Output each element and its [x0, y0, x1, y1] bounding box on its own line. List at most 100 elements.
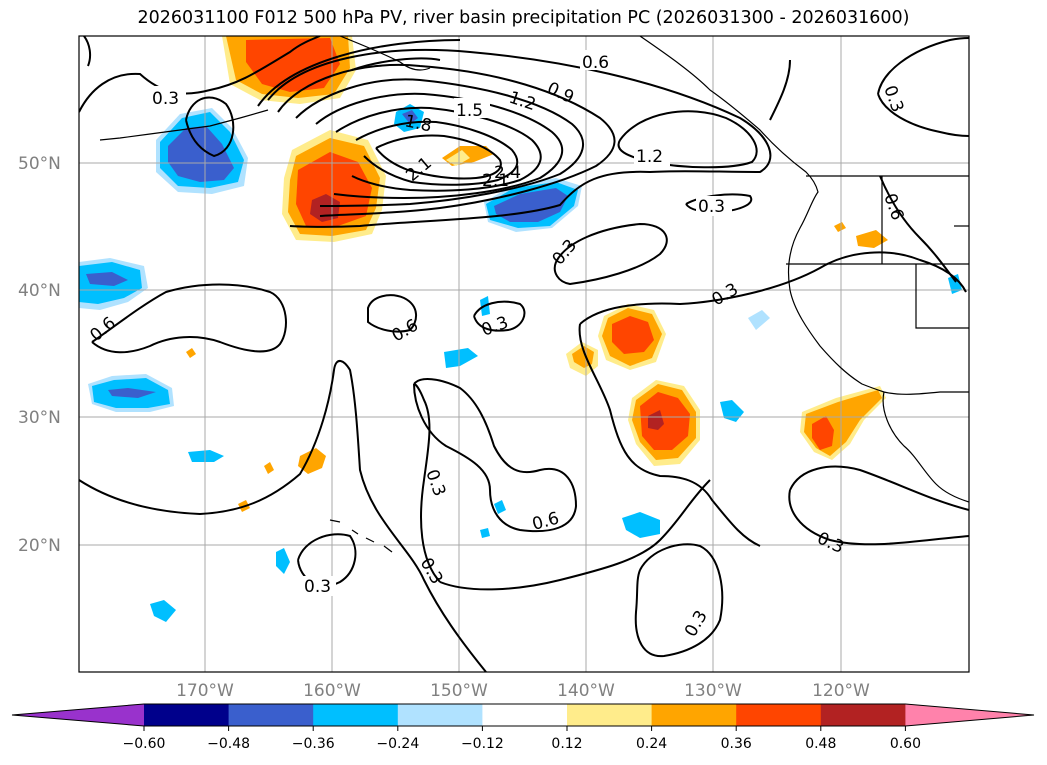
- lat-label-40n: 40°N: [18, 281, 61, 301]
- anomaly-negative: [168, 126, 234, 182]
- coastlines: [99, 36, 969, 553]
- contour-label: 0.3: [479, 313, 511, 341]
- contour-label: 0.3: [681, 607, 712, 640]
- map-gridlines: [79, 36, 969, 672]
- anomaly-positive: [246, 38, 340, 92]
- anomaly-positive: [812, 416, 834, 450]
- colorbar-tick-label: 0.36: [721, 736, 752, 752]
- lat-label-30n: 30°N: [18, 408, 61, 428]
- pv-contour: [355, 120, 519, 186]
- pv-contour: [277, 64, 616, 217]
- contour-label: 0.6: [582, 53, 609, 73]
- pv-contour: [315, 92, 564, 200]
- pv-contour: [473, 300, 526, 332]
- pv-contour: [185, 96, 235, 158]
- colorbar-cell: [313, 704, 399, 726]
- colorbar-tick-label: −0.36: [292, 736, 335, 752]
- contour-label: 0.3: [709, 279, 742, 310]
- colorbar-tick-label: −0.48: [207, 736, 250, 752]
- pv-contour: [91, 283, 287, 354]
- pv-contour: [769, 59, 791, 121]
- contour-label: 0.3: [814, 528, 847, 558]
- contour-label: 1.5: [456, 101, 483, 121]
- coastline-north-america: [639, 36, 885, 393]
- contour-label: 1.2: [636, 147, 663, 167]
- lon-label-150w: 150°W: [430, 681, 488, 701]
- pv-contour: [877, 93, 969, 137]
- pv-contour: [578, 323, 761, 547]
- anomaly-negative: [188, 450, 224, 462]
- anomaly-negative: [948, 274, 962, 294]
- pv-contour: [83, 36, 92, 67]
- contour-label: 0.3: [152, 89, 179, 109]
- anomaly-positive: [648, 410, 664, 430]
- anomaly-negative: [748, 310, 770, 330]
- hawaii: [329, 519, 393, 553]
- anomaly-positive: [298, 448, 326, 474]
- anomaly-negative: [622, 512, 660, 538]
- anomaly-negative: [276, 548, 290, 574]
- anomaly-negative: [444, 348, 478, 368]
- anomaly-negative: [150, 600, 176, 622]
- contour-label: 0.3: [421, 467, 449, 499]
- anomaly-negative: [480, 528, 490, 538]
- anomaly-negative: [108, 388, 156, 398]
- pv-contour: [877, 37, 969, 95]
- contour-label: 0.3: [304, 577, 331, 597]
- colorbar-tick-label: 0.48: [805, 736, 836, 752]
- pv-contour: [79, 36, 321, 113]
- pv-contour: [789, 465, 969, 511]
- contour-label: 0.6: [389, 315, 422, 346]
- contour-label: 0.6: [86, 313, 120, 346]
- pv-contour: [439, 479, 711, 591]
- pv-contour: [335, 106, 542, 192]
- colorbar-cell: [651, 704, 737, 726]
- contour-label: 0.6: [530, 509, 561, 535]
- anomaly-positive: [834, 222, 846, 232]
- anomaly-negative: [720, 400, 744, 422]
- colorbar-cell: [228, 704, 314, 726]
- colorbar-extend-high: [905, 704, 1034, 726]
- pv-contour: [413, 378, 578, 533]
- contour-label: 0.3: [698, 197, 725, 217]
- colorbar-tick-label: 0.60: [890, 736, 921, 752]
- colorbar-cell: [144, 704, 230, 726]
- anomaly-positive: [612, 316, 654, 354]
- colorbar-cell: [397, 704, 483, 726]
- us-state-line: [915, 264, 969, 329]
- pv-contour: [367, 294, 417, 333]
- colorbar-tick-label: −0.24: [376, 736, 419, 752]
- coastline-baja: [882, 391, 969, 503]
- map-frame: [78, 35, 970, 673]
- anomaly-positive: [856, 230, 888, 248]
- colorbar: −0.60 −0.48 −0.36 −0.24 −0.12 0.12 0.24 0.36 0.4…: [11, 703, 1035, 752]
- lon-label-120w: 120°W: [812, 681, 870, 701]
- pv-contour: [879, 175, 957, 283]
- pv-contour: [267, 49, 772, 228]
- contour-label: 1.8: [403, 111, 434, 136]
- contour-label: 2.4: [494, 163, 521, 183]
- lon-label-170w: 170°W: [176, 681, 234, 701]
- colorbar-tick-label: −0.12: [461, 736, 504, 752]
- contour-label: 0.3: [549, 236, 582, 270]
- anomaly-negative: [86, 272, 128, 286]
- pv-contour: [79, 360, 487, 672]
- aleutian-islands: [99, 109, 269, 141]
- colorbar-cell: [567, 704, 653, 726]
- lon-label-160w: 160°W: [303, 681, 361, 701]
- longitude-labels: 170°W 160°W 150°W 140°W 130°W 120°W: [176, 681, 870, 701]
- anomaly-positive: [186, 348, 196, 358]
- anomaly-positive: [446, 150, 470, 166]
- anomaly-negative: [402, 110, 418, 124]
- lat-label-50n: 50°N: [18, 154, 61, 174]
- coastline-alaska: [339, 36, 431, 71]
- contour-label: 2.1: [482, 171, 509, 191]
- colorbar-cell: [820, 704, 906, 726]
- contour-label: 0.9: [544, 78, 577, 108]
- pv-contours: [79, 36, 969, 672]
- colorbar-cell: [482, 704, 568, 726]
- colorbar-cell: [736, 704, 822, 726]
- contour-label: 0.3: [879, 83, 907, 115]
- map-title: 2026031100 F012 500 hPa PV, river basin …: [137, 8, 910, 28]
- coastline-gulf: [883, 391, 969, 395]
